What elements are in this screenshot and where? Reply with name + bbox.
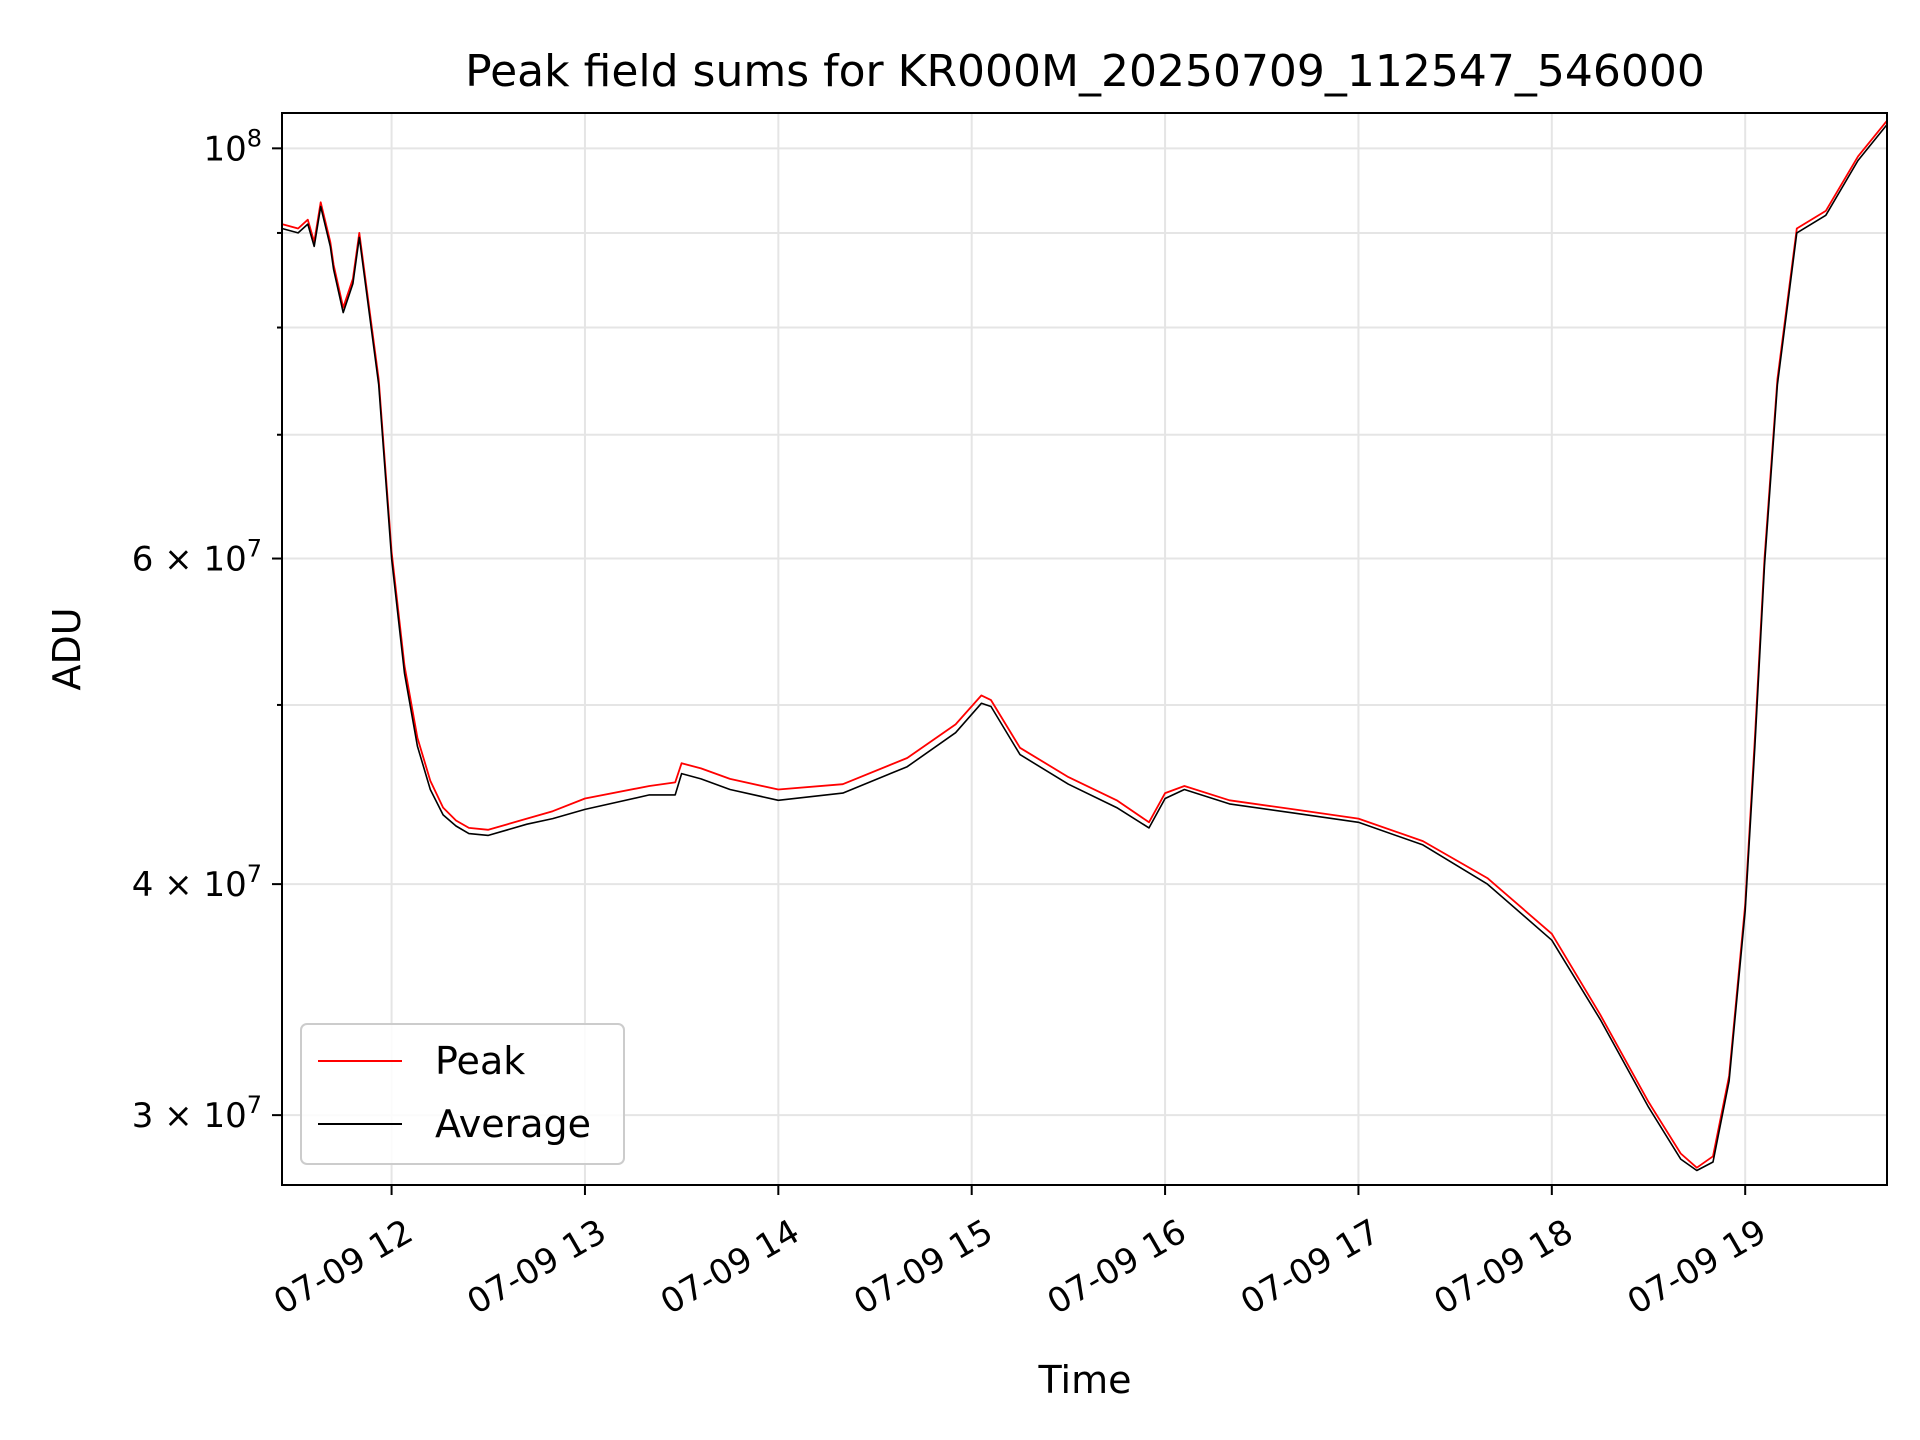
y-tick-label: 4 × 107 xyxy=(132,860,262,905)
y-tick-label: 108 xyxy=(203,124,262,169)
grid xyxy=(282,113,1887,1185)
legend-box xyxy=(300,1023,625,1165)
chart-title: Peak field sums for KR000M_20250709_1125… xyxy=(465,46,1705,97)
legend: Peak Average xyxy=(300,1023,625,1165)
y-tick-label: 3 × 107 xyxy=(132,1091,262,1136)
series-layer xyxy=(281,120,1888,1172)
y-axis-label: ADU xyxy=(45,607,89,690)
x-axis-label: Time xyxy=(1038,1358,1132,1402)
series-line-average xyxy=(281,124,1888,1172)
y-tick-label: 6 × 107 xyxy=(132,535,262,580)
legend-label-peak: Peak xyxy=(435,1039,525,1083)
legend-label-average: Average xyxy=(435,1102,591,1146)
plot-frame xyxy=(281,112,1888,1186)
